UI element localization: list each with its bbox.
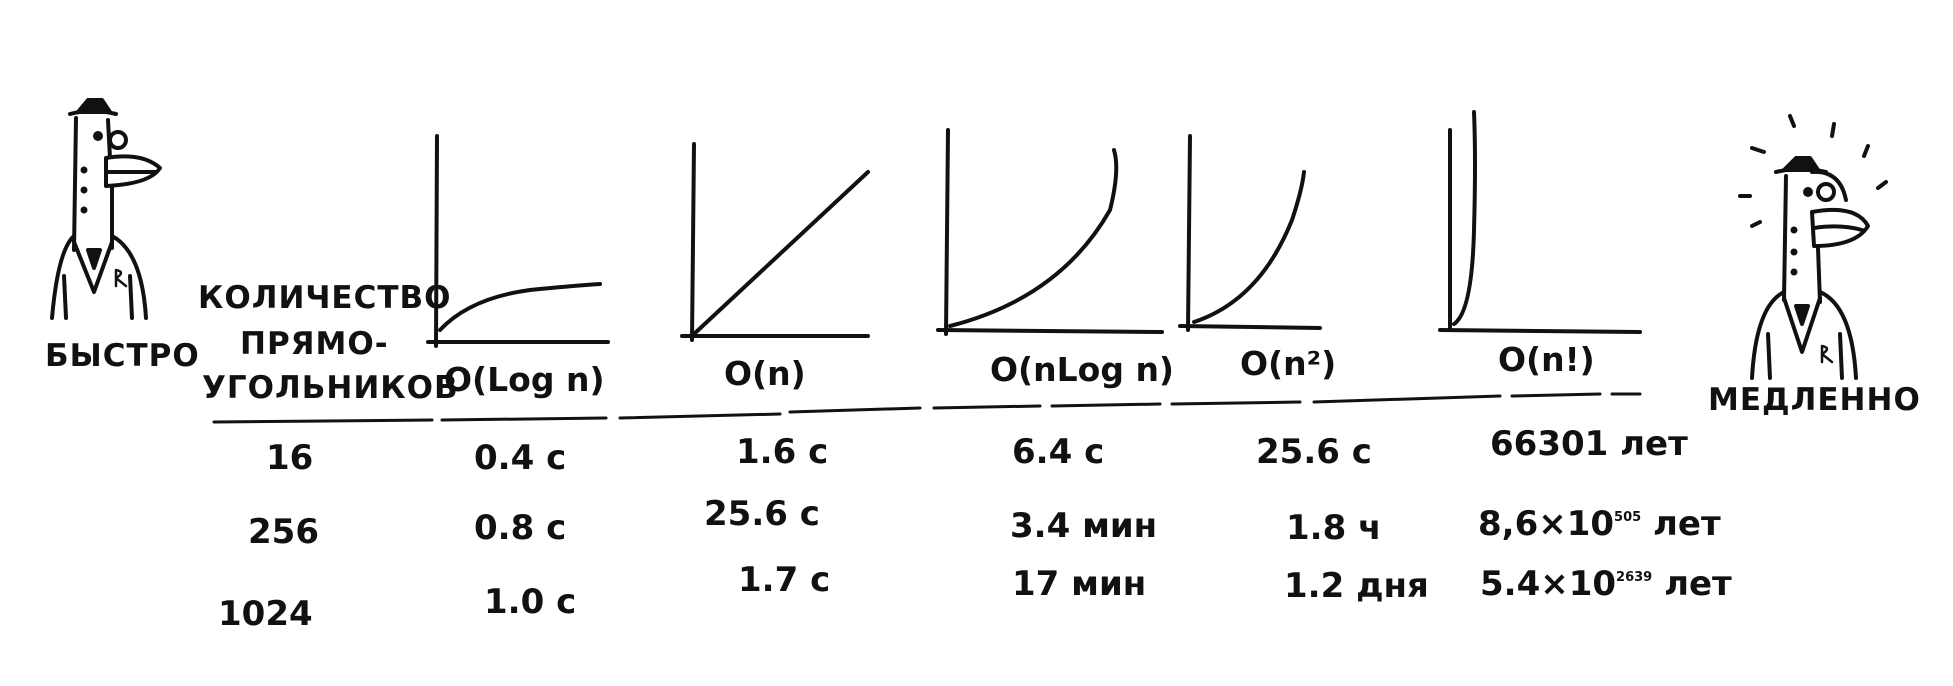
row-256-n-squared: 1.8 ч bbox=[1286, 508, 1382, 548]
row-256-n-factorial-exponent: 505 bbox=[1614, 509, 1642, 525]
row-1024-n-factorial-base: 5.4×10 bbox=[1480, 564, 1617, 604]
row-1024-n-log-n: 17 мин bbox=[1012, 564, 1147, 604]
graph-n bbox=[680, 142, 870, 342]
row-256-n: 25.6 с bbox=[704, 494, 820, 534]
row-1024-n-factorial-exponent: 2639 bbox=[1616, 569, 1653, 585]
row-256-n-factorial-base: 8,6×10 bbox=[1478, 504, 1615, 544]
row-16-n-squared: 25.6 с bbox=[1256, 432, 1372, 472]
row-256-n-factorial-unit: лет bbox=[1653, 504, 1721, 544]
row-16-log-n: 0.4 с bbox=[474, 438, 567, 478]
row-16-n: 1.6 с bbox=[736, 432, 829, 472]
complexity-label-n-factorial: O(n!) bbox=[1498, 340, 1595, 379]
row-16-n-factorial: 66301 лет bbox=[1490, 424, 1688, 464]
fast-label: БЫСТРО bbox=[45, 338, 200, 374]
count-header-line1: КОЛИЧЕСТВО bbox=[198, 280, 452, 316]
graph-log-n bbox=[426, 134, 610, 348]
header-divider-line bbox=[212, 392, 1642, 424]
slow-character-illustration bbox=[1738, 114, 1888, 380]
row-1024-n-squared: 1.2 дня bbox=[1284, 566, 1429, 606]
graph-n-log-n bbox=[936, 128, 1164, 336]
slow-label: МЕДЛЕННО bbox=[1708, 382, 1921, 418]
complexity-label-n-squared: O(n²) bbox=[1240, 344, 1337, 383]
row-256-n-log-n: 3.4 мин bbox=[1010, 506, 1158, 546]
complexity-label-n: O(n) bbox=[724, 354, 806, 393]
complexity-label-log-n: O(Log n) bbox=[444, 360, 605, 399]
graph-n-factorial bbox=[1438, 110, 1642, 334]
row-1024-n-factorial: 5.4×102639 лет bbox=[1480, 564, 1732, 604]
row-1024-n: 1.7 с bbox=[738, 560, 831, 600]
row-256-n-factorial: 8,6×10505 лет bbox=[1478, 504, 1721, 544]
fast-character-illustration bbox=[50, 98, 162, 320]
count-header-line2: ПРЯМО- bbox=[240, 326, 389, 362]
row-256-log-n: 0.8 с bbox=[474, 508, 567, 548]
row-16-count: 16 bbox=[266, 438, 314, 478]
row-1024-log-n: 1.0 с bbox=[484, 582, 577, 622]
row-16-n-log-n: 6.4 с bbox=[1012, 432, 1105, 472]
graph-n-squared bbox=[1178, 134, 1322, 332]
complexity-label-n-log-n: O(nLog n) bbox=[990, 350, 1175, 389]
row-1024-count: 1024 bbox=[218, 594, 313, 634]
row-256-count: 256 bbox=[248, 512, 319, 552]
row-1024-n-factorial-unit: лет bbox=[1664, 564, 1732, 604]
count-header-line3: УГОЛЬНИКОВ bbox=[202, 370, 459, 406]
